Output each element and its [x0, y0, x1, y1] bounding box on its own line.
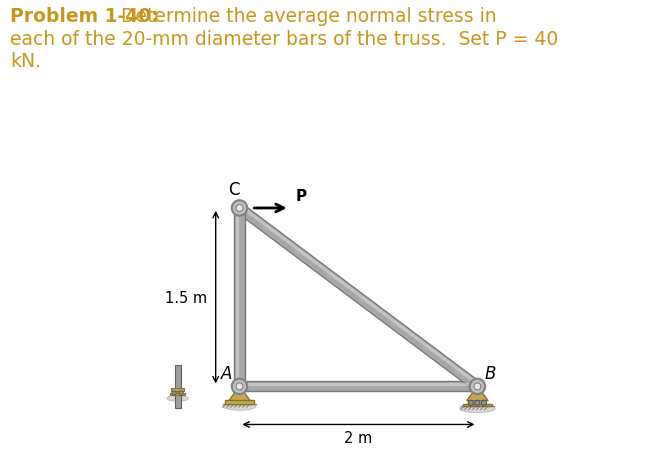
Circle shape	[232, 201, 247, 216]
Bar	[225, 400, 253, 404]
Text: B: B	[485, 364, 496, 382]
Circle shape	[470, 379, 485, 394]
Circle shape	[172, 391, 176, 395]
Bar	[171, 388, 184, 391]
Polygon shape	[240, 381, 477, 392]
Circle shape	[236, 383, 243, 390]
Circle shape	[236, 205, 243, 212]
Bar	[175, 365, 181, 408]
Polygon shape	[236, 204, 480, 390]
Text: Problem 1-40:: Problem 1-40:	[10, 7, 159, 26]
Bar	[170, 393, 185, 395]
Circle shape	[481, 400, 487, 405]
Polygon shape	[240, 383, 477, 386]
Text: each of the 20-mm diameter bars of the truss.  Set P = 40: each of the 20-mm diameter bars of the t…	[10, 30, 558, 49]
Ellipse shape	[167, 395, 189, 401]
Text: Determine the average normal stress in: Determine the average normal stress in	[115, 7, 496, 26]
Text: C: C	[228, 181, 239, 199]
Bar	[463, 404, 492, 406]
Polygon shape	[229, 387, 250, 401]
Polygon shape	[467, 387, 488, 401]
Circle shape	[232, 379, 247, 394]
Circle shape	[475, 400, 480, 405]
Circle shape	[468, 400, 474, 405]
Text: P: P	[295, 189, 307, 204]
Text: kN.: kN.	[10, 52, 41, 71]
Polygon shape	[236, 208, 239, 387]
Circle shape	[179, 391, 183, 395]
Ellipse shape	[460, 404, 495, 413]
Polygon shape	[234, 208, 244, 387]
Circle shape	[474, 383, 481, 390]
Text: 1.5 m: 1.5 m	[165, 290, 208, 305]
Polygon shape	[240, 206, 479, 386]
Ellipse shape	[223, 402, 256, 410]
Text: 2 m: 2 m	[345, 430, 373, 445]
Text: A: A	[221, 364, 232, 382]
